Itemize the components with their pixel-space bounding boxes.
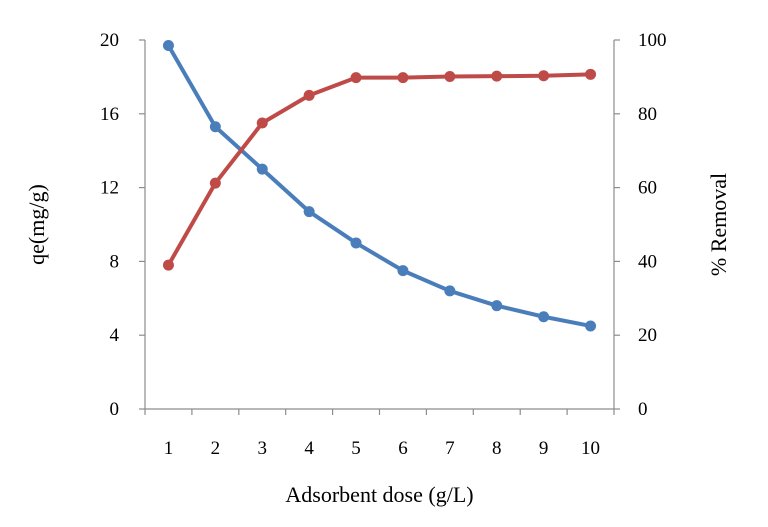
left-y-tick-label: 0 [110, 399, 120, 420]
series-line [166, 72, 593, 268]
right-y-tick-label: 100 [638, 30, 667, 51]
x-tick-label: 9 [539, 438, 549, 459]
x-tick-label: 6 [398, 438, 408, 459]
data-point [162, 40, 174, 52]
x-tick-label: 8 [492, 438, 502, 459]
data-point [350, 237, 362, 249]
left-y-axis-title: qe(mg/g) [24, 184, 49, 265]
data-point [162, 259, 174, 271]
right-y-tick-label: 20 [638, 325, 657, 346]
x-tick-label: 1 [164, 438, 174, 459]
data-point [256, 117, 268, 129]
series-line [166, 43, 593, 328]
data-point [397, 72, 409, 84]
data-point [303, 89, 315, 101]
x-axis-title: Adsorbent dose (g/L) [285, 482, 473, 507]
series-1 [162, 40, 597, 332]
left-y-tick-label: 4 [110, 325, 120, 346]
axes [144, 40, 615, 410]
data-point [350, 72, 362, 84]
right-y-tick-label: 0 [638, 399, 648, 420]
series-2 [162, 68, 597, 271]
data-point [491, 300, 503, 312]
left-y-tick-label: 16 [100, 104, 119, 125]
series-layer [162, 40, 597, 332]
x-tick-label: 7 [445, 438, 455, 459]
left-y-tick-label: 12 [100, 178, 119, 199]
data-point [585, 320, 597, 332]
right-y-tick-label: 80 [638, 104, 657, 125]
x-tick-label: 4 [304, 438, 314, 459]
data-point [585, 68, 597, 80]
data-point [256, 163, 268, 175]
data-point [538, 70, 550, 82]
data-point [397, 265, 409, 277]
x-tick-label: 2 [211, 438, 221, 459]
x-tick-label: 3 [258, 438, 268, 459]
data-point [209, 121, 221, 133]
data-point [538, 311, 550, 323]
data-point [444, 285, 456, 297]
right-y-axis-title: % Removal [706, 173, 731, 276]
tick-marks [139, 39, 620, 415]
data-point [491, 70, 503, 82]
right-y-tick-label: 40 [638, 251, 657, 272]
x-tick-label: 5 [351, 438, 361, 459]
data-point [209, 177, 221, 189]
data-point [303, 206, 315, 218]
left-y-tick-label: 20 [100, 30, 119, 51]
data-point [444, 71, 456, 83]
x-tick-label: 10 [581, 438, 600, 459]
left-y-tick-label: 8 [110, 251, 120, 272]
right-y-tick-label: 60 [638, 178, 657, 199]
